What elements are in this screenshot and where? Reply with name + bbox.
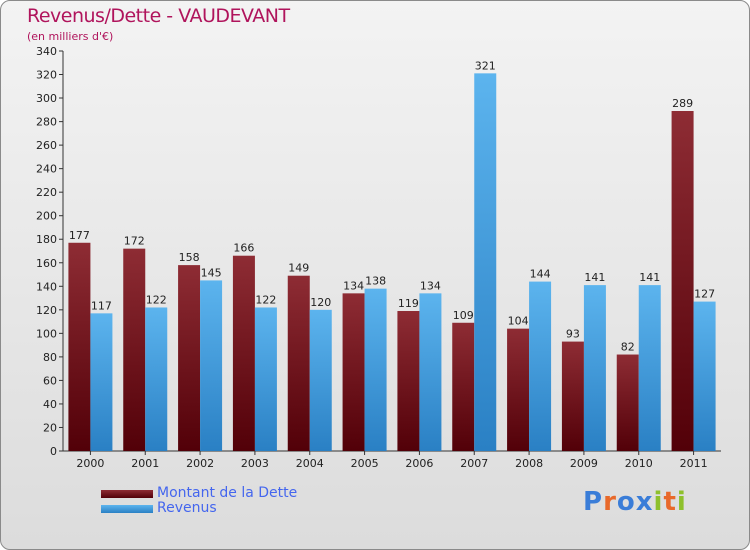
bar-revenus-2000 (90, 313, 113, 451)
y-axis: 0 20 40 60 80 100 120 140 160 180 200 220 240 260 280 3… (36, 45, 64, 458)
y-tick-label: 340 (36, 45, 57, 58)
y-tick-label: 60 (43, 374, 57, 387)
logo-letter: o (616, 487, 636, 517)
y-tick-label: 300 (36, 92, 57, 105)
bar-dette-2007 (452, 322, 475, 451)
x-tick-label: 2003 (241, 457, 269, 470)
data-label-dette-2006: 119 (398, 297, 419, 310)
bar-dette-2004 (287, 275, 310, 451)
proxiti-logo: Proxiti (583, 487, 687, 517)
bar-dette-2002 (178, 265, 201, 451)
bar-revenus-2010 (638, 285, 661, 451)
y-tick-label: 320 (36, 69, 57, 82)
bar-dette-2011 (671, 111, 694, 451)
data-label-dette-2000: 177 (69, 229, 90, 242)
data-label-revenus-2011: 127 (694, 288, 715, 301)
chart-subtitle: (en milliers d'€) (27, 30, 114, 43)
bar-dette-2008 (507, 328, 530, 451)
legend-label-revenus: Revenus (157, 500, 217, 516)
legend-label-dette: Montant de la Dette (157, 485, 298, 501)
y-tick-label: 260 (36, 139, 57, 152)
y-tick-label: 40 (43, 398, 57, 411)
bar-dette-2001 (123, 248, 146, 451)
x-tick-label: 2010 (625, 457, 653, 470)
bar-revenus-2005 (364, 288, 387, 451)
x-tick-label: 2005 (351, 457, 379, 470)
bar-revenus-2006 (419, 293, 442, 451)
bar-dette-2006 (397, 311, 420, 451)
data-label-revenus-2008: 144 (530, 268, 551, 281)
x-tick-label: 2007 (460, 457, 488, 470)
bar-dette-2005 (342, 293, 365, 451)
data-label-dette-2011: 289 (672, 97, 693, 110)
data-label-revenus-2007: 321 (475, 59, 496, 72)
y-tick-label: 140 (36, 280, 57, 293)
chart-title: Revenus/Dette - VAUDEVANT (27, 5, 290, 27)
data-label-dette-2003: 166 (233, 242, 254, 255)
logo-letter: r (603, 487, 617, 517)
bar-revenus-2004 (309, 309, 332, 451)
data-label-revenus-2003: 122 (255, 293, 276, 306)
bar-revenus-2011 (693, 301, 716, 451)
x-tick-label: 2009 (570, 457, 598, 470)
y-tick-label: 120 (36, 304, 57, 317)
bar-dette-2009 (561, 341, 584, 451)
legend-swatch-dette (101, 490, 153, 498)
x-tick-label: 2000 (76, 457, 104, 470)
data-label-revenus-2005: 138 (365, 275, 386, 288)
y-tick-label: 180 (36, 233, 57, 246)
x-tick-label: 2006 (405, 457, 433, 470)
x-tick-label: 2011 (680, 457, 708, 470)
y-tick-label: 220 (36, 186, 57, 199)
data-label-revenus-2009: 141 (584, 271, 605, 284)
bar-dette-2003 (232, 255, 255, 451)
data-label-dette-2010: 82 (621, 341, 635, 354)
y-tick-label: 240 (36, 163, 57, 176)
x-tick-label: 2004 (296, 457, 324, 470)
bar-revenus-2001 (145, 307, 168, 451)
data-label-dette-2008: 104 (508, 315, 529, 328)
data-label-dette-2009: 93 (566, 328, 580, 341)
y-tick-label: 280 (36, 116, 57, 129)
logo-letter: i (653, 487, 664, 517)
x-tick-label: 2001 (131, 457, 159, 470)
legend-swatch-revenus (101, 505, 153, 513)
data-label-revenus-2002: 145 (201, 266, 222, 279)
data-label-revenus-2010: 141 (639, 271, 660, 284)
y-tick-label: 160 (36, 257, 57, 270)
data-label-revenus-2001: 122 (146, 293, 167, 306)
y-tick-label: 200 (36, 210, 57, 223)
bar-dette-2000 (68, 242, 91, 451)
y-tick-label: 0 (50, 445, 57, 458)
bar-revenus-2002 (200, 280, 223, 451)
x-tick-label: 2002 (186, 457, 214, 470)
bar-revenus-2007 (474, 73, 497, 452)
data-label-dette-2007: 109 (453, 309, 474, 322)
y-tick-label: 100 (36, 327, 57, 340)
bar-revenus-2003 (254, 307, 277, 451)
y-tick-label: 20 (43, 421, 57, 434)
data-label-revenus-2004: 120 (310, 296, 331, 309)
x-axis: 2000 2001 2002 2003 2004 2005 2006 2007 2008 2009… (63, 450, 721, 470)
x-tick-label: 2008 (515, 457, 543, 470)
bar-dette-2010 (616, 354, 639, 451)
data-label-dette-2002: 158 (179, 251, 200, 264)
data-label-dette-2005: 134 (343, 279, 364, 292)
bar-revenus-2009 (583, 285, 606, 451)
logo-letter: x (635, 487, 654, 517)
y-tick-label: 80 (43, 351, 57, 364)
bar-revenus-2008 (529, 281, 552, 451)
logo-letter: i (676, 487, 687, 517)
logo-letter: t (663, 487, 677, 517)
data-label-revenus-2006: 134 (420, 279, 441, 292)
logo-letter: P (583, 487, 604, 517)
data-label-dette-2004: 149 (288, 262, 309, 275)
data-label-dette-2001: 172 (124, 235, 145, 248)
data-label-revenus-2000: 117 (91, 299, 112, 312)
bars (68, 73, 716, 452)
